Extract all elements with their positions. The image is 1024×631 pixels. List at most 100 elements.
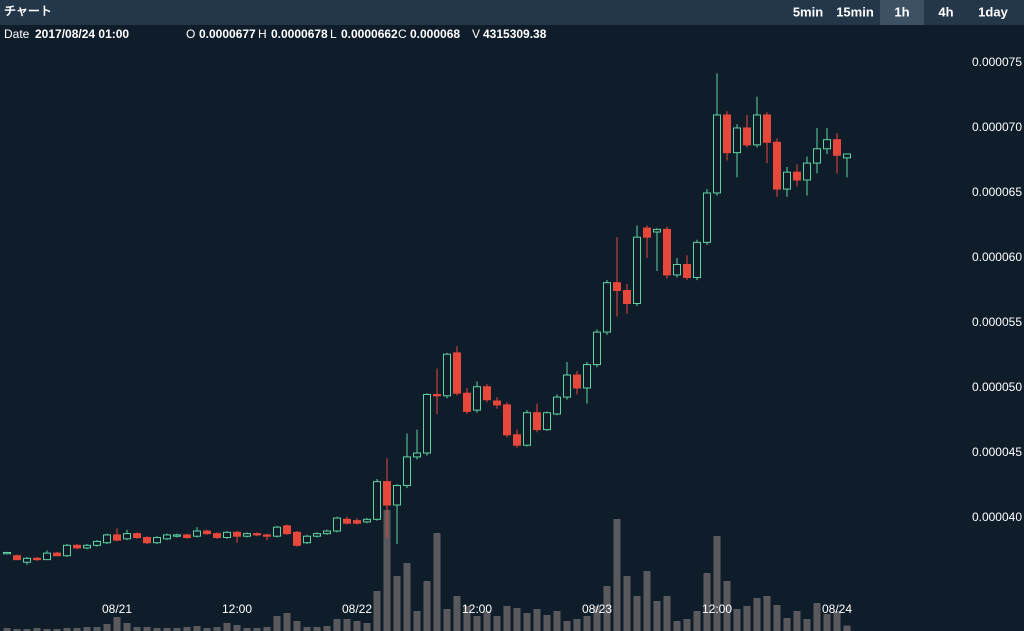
candle-body xyxy=(433,394,441,397)
volume-bar xyxy=(673,621,681,631)
volume-bar xyxy=(463,606,471,631)
candle-body xyxy=(233,531,241,537)
candle-body xyxy=(783,171,791,190)
volume-bar xyxy=(63,628,71,631)
volume-bar xyxy=(583,616,591,631)
volume-bar xyxy=(113,617,121,631)
volume-bar xyxy=(283,613,291,631)
candle-body xyxy=(843,153,851,159)
volume-bar xyxy=(123,623,131,631)
candle-body xyxy=(493,400,501,406)
candle-body xyxy=(343,518,351,524)
candle-body xyxy=(3,551,11,555)
timeframe-label[interactable]: 4h xyxy=(938,4,953,19)
candle-body xyxy=(573,374,581,389)
volume-bar xyxy=(263,627,271,631)
volume-bar xyxy=(593,606,601,631)
timeframe-button[interactable]: 1h xyxy=(880,0,924,25)
candle-body xyxy=(533,412,541,431)
candle-body xyxy=(683,263,691,278)
volume-bar xyxy=(693,611,701,631)
volume-bar xyxy=(743,606,751,631)
volume-bar xyxy=(273,616,281,631)
volume-bar xyxy=(483,611,491,631)
info-label: C xyxy=(398,27,407,41)
candle-body xyxy=(193,530,201,537)
candle-body xyxy=(163,534,171,540)
candle-body xyxy=(43,552,51,561)
candle-body xyxy=(563,374,571,398)
timeframe-label[interactable]: 1day xyxy=(978,4,1008,19)
volume-bar xyxy=(423,581,431,631)
candle-body xyxy=(703,192,711,243)
info-value: 4315309.38 xyxy=(483,27,547,41)
candle-body xyxy=(133,533,141,539)
candle-body xyxy=(173,534,181,537)
info-value: 0.0000662 xyxy=(341,27,398,41)
volume-bar xyxy=(373,591,381,631)
volume-bar xyxy=(353,621,361,631)
candle-body xyxy=(803,162,811,181)
volume-bar xyxy=(493,616,501,631)
candle-body xyxy=(583,364,591,389)
volume-bar xyxy=(303,627,311,631)
timeframe-button[interactable]: 4h xyxy=(938,4,953,19)
volume-bar xyxy=(553,611,561,631)
candle-body xyxy=(63,544,71,557)
volume-bar xyxy=(413,611,421,631)
candle-body xyxy=(223,531,231,539)
x-tick-label: 08/22 xyxy=(342,602,372,616)
timeframe-label[interactable]: 15min xyxy=(836,4,874,19)
timeframe-button[interactable]: 15min xyxy=(836,4,874,19)
y-tick-label: 0.000045 xyxy=(972,445,1022,459)
candle-body xyxy=(723,114,731,154)
candle-body xyxy=(113,534,121,541)
volume-bar xyxy=(3,628,11,631)
info-row: Date 2017/08/24 01:00 O 0.0000677 H 0.00… xyxy=(4,27,547,41)
candle-body xyxy=(393,485,401,506)
volume-bar xyxy=(93,627,101,631)
candle-body xyxy=(203,530,211,535)
volume-bar xyxy=(603,586,611,631)
volume-bar xyxy=(433,533,441,631)
candle-body xyxy=(463,392,471,412)
candle-body xyxy=(353,520,361,524)
candle-body xyxy=(523,412,531,446)
volume-bar xyxy=(753,598,761,631)
candle-body xyxy=(323,530,331,535)
y-tick-label: 0.000050 xyxy=(972,380,1022,394)
volume-bar xyxy=(773,605,781,631)
volume-bar xyxy=(73,628,81,631)
y-tick-label: 0.000040 xyxy=(972,510,1022,524)
candle-body xyxy=(663,228,671,276)
candle-body xyxy=(773,141,781,190)
volume-bar xyxy=(843,625,851,631)
candle-body xyxy=(403,456,411,487)
candle-body xyxy=(593,331,601,366)
volume-bar xyxy=(193,626,201,631)
candle-body xyxy=(673,263,681,276)
volume-bar xyxy=(53,629,61,631)
candle-body xyxy=(633,236,641,304)
candle-body xyxy=(13,555,21,561)
timeframe-button[interactable]: 5min xyxy=(793,4,823,19)
candle-body xyxy=(423,394,431,454)
volume-bar xyxy=(533,609,541,631)
volume-bar xyxy=(523,613,531,631)
volume-bar xyxy=(783,618,791,631)
volume-bar xyxy=(243,628,251,631)
info-label: H xyxy=(258,27,267,41)
volume-bar xyxy=(633,596,641,631)
volume-bar xyxy=(13,629,21,631)
candle-body xyxy=(733,127,741,154)
volume-bar xyxy=(343,619,351,631)
candle-body xyxy=(263,534,271,537)
timeframe-label[interactable]: 5min xyxy=(793,4,823,19)
timeframe-label[interactable]: 1h xyxy=(894,4,909,19)
candle-body xyxy=(283,525,291,535)
volume-bar xyxy=(213,627,221,631)
candle-body xyxy=(833,139,841,156)
timeframe-button[interactable]: 1day xyxy=(978,4,1008,19)
volume-bar xyxy=(503,606,511,631)
